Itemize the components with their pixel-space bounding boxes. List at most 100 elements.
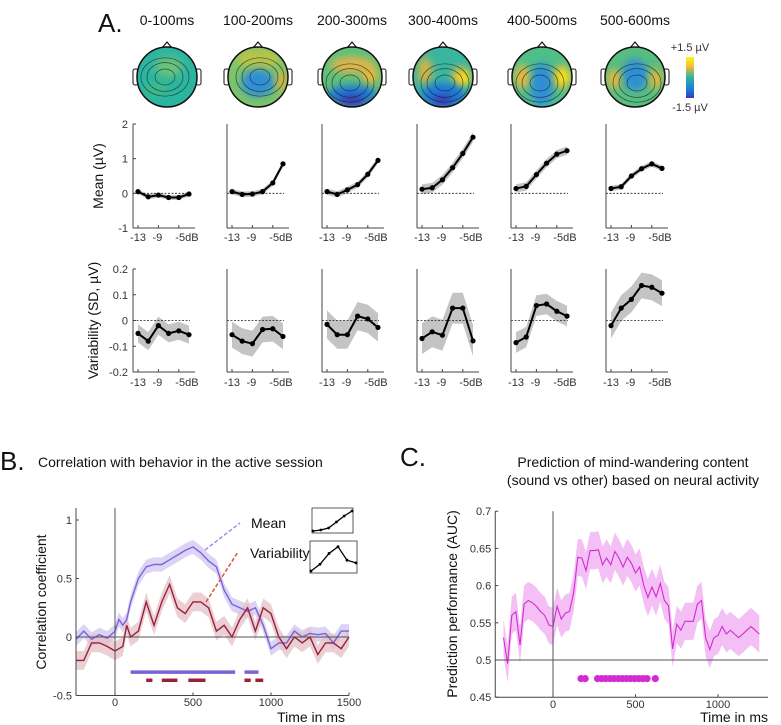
variability-plot-3: -13 -9 -5dB xyxy=(414,269,483,389)
x-tick-label: -5dB xyxy=(553,377,576,389)
contour-line xyxy=(521,68,559,98)
y-tick-label: 0.1 xyxy=(113,290,128,302)
data-point xyxy=(439,332,445,338)
x-tick-label: -9 xyxy=(247,232,257,244)
topomap-color-region xyxy=(460,74,468,84)
mean-plot-2: -13 -9 -5dB xyxy=(319,124,388,244)
x-tick-label: -13 xyxy=(224,232,240,244)
chart-title: Correlation with behavior in the active … xyxy=(38,454,323,470)
variability-plot-5: -13 -9 -5dB xyxy=(603,269,672,389)
data-point xyxy=(419,186,425,192)
chart-title-line-1: Prediction of mind-wandering content xyxy=(517,454,748,470)
x-tick-label: -5dB xyxy=(648,377,671,389)
topomap-color-region xyxy=(515,65,529,89)
inset-point xyxy=(309,569,313,573)
data-point xyxy=(628,296,635,302)
data-point xyxy=(659,165,665,171)
data-point xyxy=(229,189,235,195)
data-point xyxy=(260,189,266,195)
x-axis-label: Time in ms xyxy=(700,709,768,725)
data-point xyxy=(429,329,435,335)
variability-line xyxy=(76,582,350,662)
data-point xyxy=(270,180,276,186)
mean-plot-4: -13 -9 -5dB xyxy=(508,124,577,244)
data-point xyxy=(344,187,350,193)
x-tick-label: -5dB xyxy=(269,377,292,389)
x-tick-label: -5dB xyxy=(459,377,482,389)
data-point xyxy=(460,305,466,311)
significance-dot xyxy=(643,675,651,683)
x-tick-label: -9 xyxy=(153,377,163,389)
data-point xyxy=(365,171,371,177)
contour-line xyxy=(249,68,271,86)
contour-line xyxy=(515,63,565,103)
data-point xyxy=(450,165,456,171)
error-band xyxy=(611,272,662,339)
variability-inset xyxy=(309,540,358,574)
data-point xyxy=(628,173,635,179)
data-point xyxy=(145,338,151,344)
topomap-color-region xyxy=(277,71,287,91)
panel-b: B. Correlation with behavior in the activ… xyxy=(0,446,361,725)
x-tick-label: -13 xyxy=(130,232,146,244)
variability-plot-2: -13 -9 -5dB xyxy=(319,269,388,389)
data-point xyxy=(429,185,435,191)
data-point xyxy=(523,183,529,189)
inset-point xyxy=(335,520,338,524)
data-point xyxy=(280,161,286,167)
data-point xyxy=(564,313,570,319)
data-point xyxy=(155,323,161,329)
contour-line xyxy=(420,63,470,103)
x-tick-label: -5dB xyxy=(364,377,387,389)
panel-c-label: C. xyxy=(400,442,426,472)
x-tick-label: 500 xyxy=(184,697,202,709)
inset-line xyxy=(310,545,357,572)
data-point xyxy=(186,332,192,338)
error-band xyxy=(422,292,473,357)
inset-frame xyxy=(311,507,354,534)
y-tick-label: -0.2 xyxy=(109,367,128,379)
contour-line xyxy=(426,68,464,98)
x-tick-label: -5dB xyxy=(648,232,671,244)
topomap-color-region xyxy=(433,95,453,107)
data-point xyxy=(608,323,614,329)
mean-plot-5: -13 -9 -5dB xyxy=(603,124,672,244)
chart-title-line-2: (sound vs other) based on neural activit… xyxy=(507,472,759,488)
head-outline xyxy=(412,46,474,108)
time-window-label: 400-500ms xyxy=(507,12,577,28)
topomap xyxy=(408,41,478,108)
contour-line xyxy=(140,57,190,97)
x-tick-label: 500 xyxy=(626,699,644,711)
contour-line xyxy=(529,74,551,92)
x-tick-label: -9 xyxy=(342,377,352,389)
time-window-label: 0-100ms xyxy=(140,12,194,28)
data-point xyxy=(639,282,645,289)
data-point xyxy=(649,284,655,290)
data-point xyxy=(544,160,550,166)
topomap-color-region xyxy=(236,49,280,69)
contour-line xyxy=(325,63,375,103)
data-point xyxy=(564,148,570,154)
inset-point xyxy=(327,552,331,555)
data-point xyxy=(523,334,529,340)
y-tick-label: 0 xyxy=(122,316,128,328)
auc-error-band xyxy=(503,531,760,683)
contour-line xyxy=(241,62,279,92)
mean-plot-1: -13 -9 -5dB xyxy=(224,124,293,244)
panel-a: A. 0-100ms 100-200ms 200-300ms 300-400ms 400-… xyxy=(85,8,710,389)
topomap-color-region xyxy=(418,57,432,85)
data-point xyxy=(659,290,665,296)
error-band xyxy=(327,157,378,198)
y-tick-label: 0 xyxy=(66,632,72,644)
series-line xyxy=(231,163,284,196)
contour-line xyxy=(612,63,662,103)
data-point xyxy=(229,332,235,338)
topomap-color-region xyxy=(241,69,275,97)
time-window-label: 200-300ms xyxy=(317,12,387,28)
data-point xyxy=(176,328,182,334)
y-tick-label: 0.2 xyxy=(113,264,128,276)
data-point xyxy=(470,338,476,344)
topomap xyxy=(132,41,202,108)
variability-plot-1: -13 -9 -5dB xyxy=(224,269,293,389)
